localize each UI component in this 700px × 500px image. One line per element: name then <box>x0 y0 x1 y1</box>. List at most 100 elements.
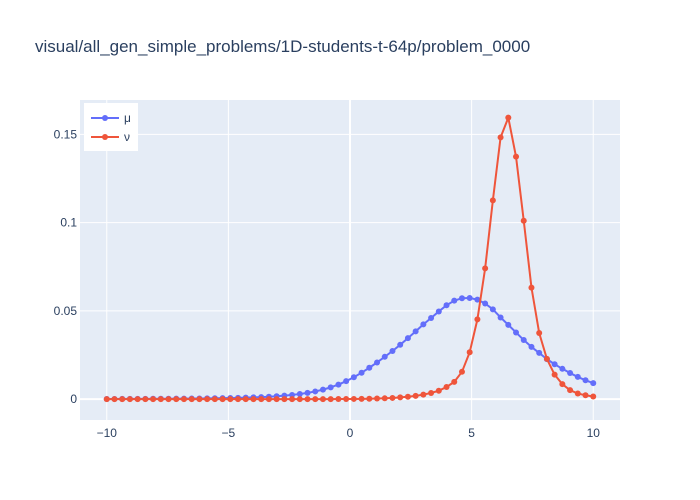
data-point[interactable] <box>358 395 365 402</box>
data-point[interactable] <box>497 314 504 321</box>
data-point[interactable] <box>366 395 373 402</box>
data-point[interactable] <box>428 314 435 321</box>
data-point[interactable] <box>451 378 458 385</box>
data-point[interactable] <box>335 381 342 388</box>
data-point[interactable] <box>142 396 149 403</box>
data-point[interactable] <box>350 374 357 381</box>
data-point[interactable] <box>443 302 450 309</box>
data-point[interactable] <box>497 134 504 141</box>
data-point[interactable] <box>157 396 164 403</box>
data-point[interactable] <box>536 349 543 356</box>
data-point[interactable] <box>374 395 381 402</box>
data-point[interactable] <box>590 393 597 400</box>
data-point[interactable] <box>304 396 311 403</box>
data-point[interactable] <box>528 343 535 350</box>
data-point[interactable] <box>489 197 496 204</box>
data-point[interactable] <box>458 368 465 375</box>
data-point[interactable] <box>412 392 419 399</box>
data-point[interactable] <box>404 393 411 400</box>
data-point[interactable] <box>289 391 296 398</box>
data-point[interactable] <box>273 396 280 403</box>
data-point[interactable] <box>559 381 566 388</box>
data-point[interactable] <box>474 296 481 303</box>
data-point[interactable] <box>312 396 319 403</box>
data-point[interactable] <box>343 396 350 402</box>
data-point[interactable] <box>242 396 249 403</box>
data-point[interactable] <box>590 380 597 387</box>
data-point[interactable] <box>520 217 527 224</box>
data-point[interactable] <box>319 396 326 403</box>
data-point[interactable] <box>543 355 550 362</box>
data-point[interactable] <box>551 371 558 378</box>
data-point[interactable] <box>180 396 187 403</box>
data-point[interactable] <box>404 335 411 342</box>
data-point[interactable] <box>458 295 465 302</box>
data-point[interactable] <box>258 396 265 403</box>
data-point[interactable] <box>466 349 473 356</box>
data-point[interactable] <box>435 387 442 394</box>
data-point[interactable] <box>211 396 218 403</box>
data-point[interactable] <box>119 396 126 403</box>
data-point[interactable] <box>520 337 527 344</box>
data-point[interactable] <box>227 396 234 403</box>
legend[interactable]: μν <box>84 103 138 151</box>
data-point[interactable] <box>250 396 257 403</box>
data-point[interactable] <box>381 353 388 360</box>
data-point[interactable] <box>196 396 203 403</box>
data-point[interactable] <box>188 396 195 403</box>
data-point[interactable] <box>559 365 566 372</box>
data-point[interactable] <box>574 373 581 380</box>
data-point[interactable] <box>358 369 365 376</box>
data-point[interactable] <box>381 395 388 402</box>
data-point[interactable] <box>451 297 458 304</box>
data-point[interactable] <box>513 153 520 160</box>
data-point[interactable] <box>304 389 311 396</box>
data-point[interactable] <box>312 388 319 395</box>
data-point[interactable] <box>389 347 396 354</box>
legend-item[interactable]: μ <box>91 111 131 125</box>
data-point[interactable] <box>505 114 512 121</box>
data-point[interactable] <box>103 396 110 403</box>
data-point[interactable] <box>574 390 581 397</box>
data-point[interactable] <box>489 306 496 313</box>
data-point[interactable] <box>420 321 427 328</box>
data-point[interactable] <box>319 386 326 393</box>
data-point[interactable] <box>296 396 303 403</box>
data-point[interactable] <box>126 396 133 403</box>
data-point[interactable] <box>435 308 442 315</box>
data-point[interactable] <box>366 364 373 371</box>
data-point[interactable] <box>343 378 350 385</box>
data-point[interactable] <box>567 387 574 394</box>
data-point[interactable] <box>482 265 489 272</box>
data-point[interactable] <box>443 383 450 390</box>
data-point[interactable] <box>389 394 396 401</box>
data-point[interactable] <box>412 328 419 335</box>
data-point[interactable] <box>513 329 520 336</box>
data-point[interactable] <box>582 392 589 399</box>
data-point[interactable] <box>111 396 118 403</box>
legend-item[interactable]: ν <box>91 130 130 144</box>
data-point[interactable] <box>420 391 427 398</box>
data-point[interactable] <box>536 329 543 336</box>
data-point[interactable] <box>296 391 303 398</box>
data-point[interactable] <box>335 396 342 403</box>
data-point[interactable] <box>265 396 272 403</box>
data-point[interactable] <box>134 396 141 403</box>
data-point[interactable] <box>528 284 535 291</box>
data-point[interactable] <box>397 394 404 401</box>
data-point[interactable] <box>165 396 172 403</box>
data-point[interactable] <box>567 370 574 377</box>
data-point[interactable] <box>173 396 180 403</box>
data-point[interactable] <box>505 321 512 328</box>
data-point[interactable] <box>204 396 211 403</box>
data-point[interactable] <box>428 390 435 396</box>
data-point[interactable] <box>350 395 357 402</box>
data-point[interactable] <box>582 377 589 384</box>
data-point[interactable] <box>289 396 296 403</box>
data-point[interactable] <box>327 396 334 403</box>
data-point[interactable] <box>374 359 381 366</box>
data-point[interactable] <box>327 384 334 391</box>
data-point[interactable] <box>219 396 226 403</box>
data-point[interactable] <box>397 341 404 348</box>
data-point[interactable] <box>474 316 481 323</box>
